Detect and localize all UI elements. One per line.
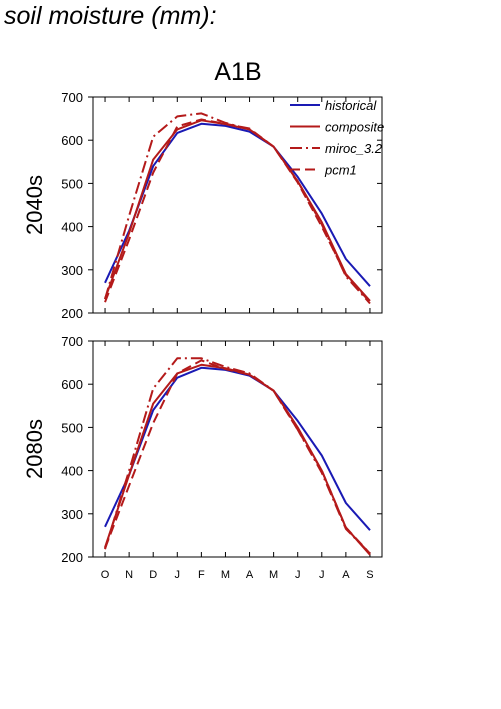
x-tick-label: M (269, 569, 278, 581)
x-tick-label: O (101, 569, 110, 581)
plot-frame (92, 340, 383, 558)
x-tick-label: J (175, 569, 181, 581)
y-tick-label: 500 (61, 176, 83, 191)
x-tick-label: D (149, 569, 157, 581)
y-tick-label: 300 (61, 507, 83, 522)
y-tick-label: 500 (61, 420, 83, 435)
legend-label: historical (325, 98, 377, 113)
series-line-historical (104, 366, 371, 531)
y-tick-label: 200 (61, 306, 83, 321)
legend-label: composite (325, 120, 384, 135)
series-line-miroc-3-2 (104, 357, 371, 555)
y-tick-label: 700 (61, 334, 83, 349)
x-tick-label: N (125, 569, 133, 581)
y-tick-label: 700 (61, 90, 83, 105)
panel-2040s: 200 300 400 500 600 700 2040s historical composi… (22, 90, 384, 321)
y-tick-label: 400 (61, 464, 83, 479)
x-tick-label: M (221, 569, 230, 581)
x-tick-label: J (319, 569, 325, 581)
panel-2080s: 200 300 400 500 600 700 2080s (22, 334, 383, 565)
panel-label: 2040s (22, 175, 47, 235)
x-tick-label: A (342, 569, 350, 581)
legend-label: pcm1 (324, 163, 357, 178)
series-line-historical (104, 122, 371, 287)
plot-frame (92, 96, 383, 314)
series-line-pcm1 (104, 359, 371, 555)
panel-label: 2080s (22, 419, 47, 479)
y-tick-label: 200 (61, 550, 83, 565)
y-tick-label: 600 (61, 133, 83, 148)
x-tick-label: F (198, 569, 205, 581)
x-tick-label: A (246, 569, 254, 581)
y-tick-label: 400 (61, 220, 83, 235)
series-line-pcm1 (104, 118, 371, 303)
x-tick-label: J (295, 569, 301, 581)
legend-label: miroc_3.2 (325, 141, 383, 156)
x-tick-label: S (366, 569, 373, 581)
scenario-title: A1B (214, 58, 261, 86)
series-line-composite (104, 363, 371, 556)
y-tick-label: 600 (61, 377, 83, 392)
y-tick-label: 300 (61, 263, 83, 278)
page-title: soil moisture (mm): (4, 2, 217, 30)
